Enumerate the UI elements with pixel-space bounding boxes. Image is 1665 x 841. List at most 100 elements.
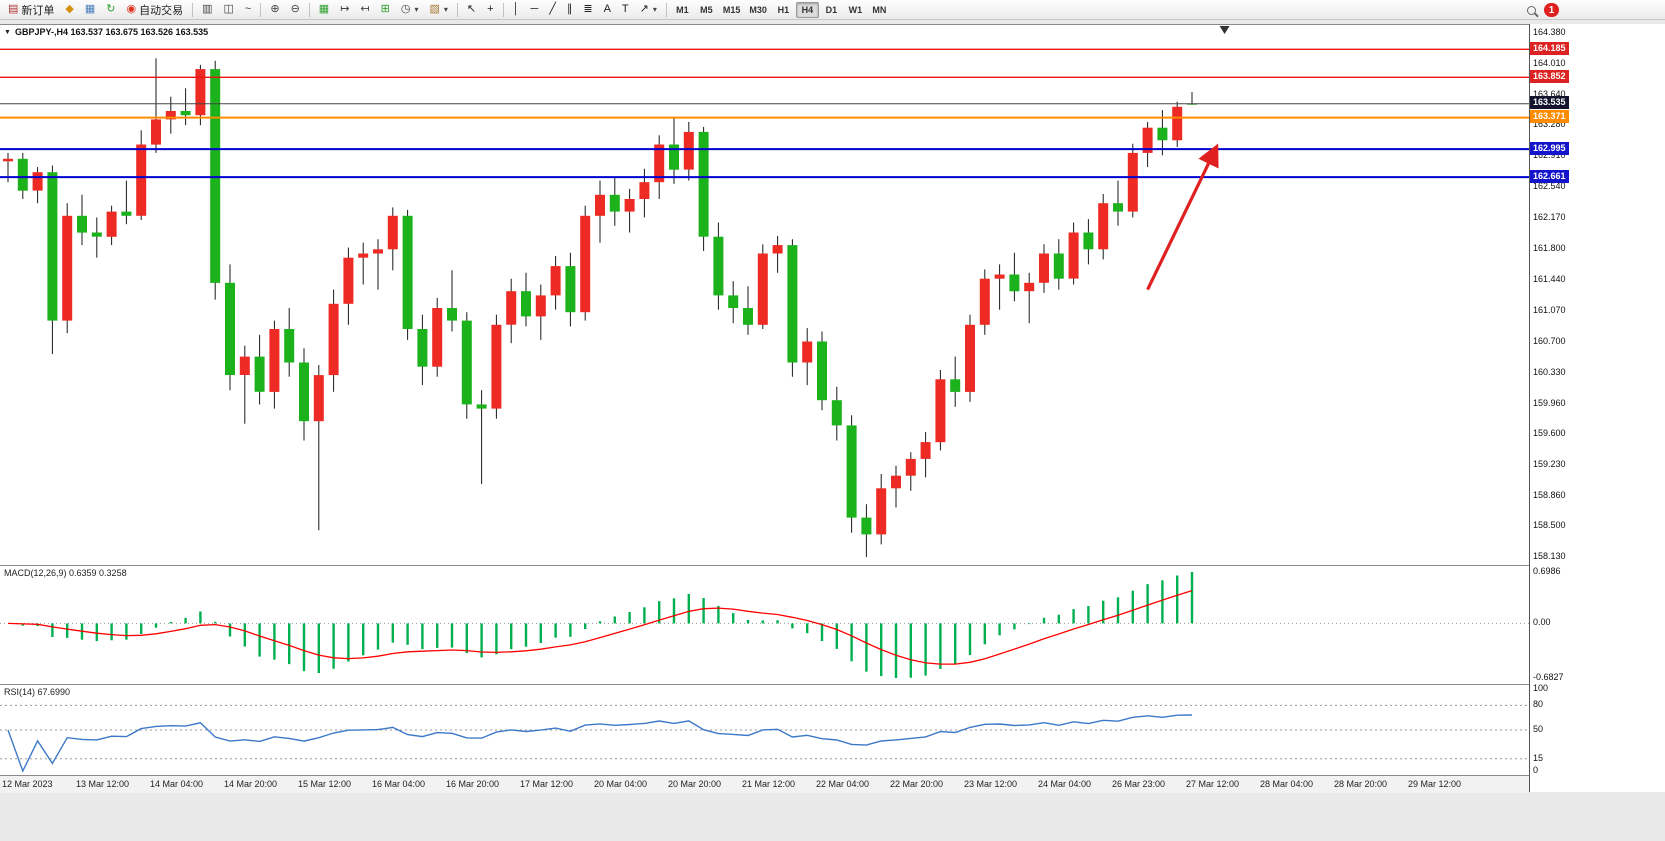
time-axis-label: 20 Mar 20:00 xyxy=(668,779,722,789)
candle xyxy=(743,308,753,325)
toolbar-button-cursor[interactable]: ↖ xyxy=(462,1,481,19)
candlestick-chart-icon: ◫ xyxy=(223,3,234,15)
toolbar-button-fibonacci[interactable]: ≣ xyxy=(578,1,597,19)
toolbar-button-zoom-out[interactable]: ⊖ xyxy=(286,1,305,19)
toolbar-timeframe-M5[interactable]: M5 xyxy=(700,4,713,15)
toolbar-button-chart-shift[interactable]: ↤ xyxy=(355,1,374,19)
toolbar-button-trendline[interactable]: ╱ xyxy=(544,1,561,19)
toolbar-button-zoom-in[interactable]: ⊕ xyxy=(265,1,284,19)
rsi-tick-label: 15 xyxy=(1533,752,1544,763)
candle xyxy=(17,158,28,191)
toolbar-timeframe-MN[interactable]: MN xyxy=(872,4,887,15)
time-axis-label: 23 Mar 12:00 xyxy=(964,779,1018,789)
time-axis-label: 22 Mar 04:00 xyxy=(816,779,870,789)
toolbar-button-horizontal-line[interactable]: ─ xyxy=(525,1,543,19)
toolbar-separator xyxy=(260,2,262,17)
dropdown-caret-icon: ▾ xyxy=(652,5,657,14)
toolbar-button-data-window[interactable]: ▦ xyxy=(80,1,100,19)
candle xyxy=(447,308,457,321)
toolbar-button-equidistant-channel[interactable]: ∥ xyxy=(562,1,578,19)
candle xyxy=(965,324,975,392)
toolbar-button-new-order[interactable]: ▤ 新订单 xyxy=(3,1,59,19)
candle xyxy=(1113,203,1123,212)
cursor-icon: ↖ xyxy=(466,3,477,15)
toolbar-timeframe-M15[interactable]: M15 xyxy=(722,4,741,15)
candle xyxy=(565,266,576,313)
fibonacci-icon: ≣ xyxy=(583,3,593,15)
toolbar-button-line-chart[interactable]: ~ xyxy=(240,1,256,19)
candle xyxy=(165,111,176,120)
chart-window: ▼ GBPJPY-,H4 163.537 163.675 163.526 163… xyxy=(0,24,1665,793)
candle xyxy=(817,341,827,401)
toolbar-timeframe-D1[interactable]: D1 xyxy=(825,4,838,15)
candle xyxy=(669,144,679,170)
candle xyxy=(1024,282,1035,292)
templates-icon: ▧ xyxy=(429,3,440,15)
toolbar-button-text[interactable]: A xyxy=(599,1,616,19)
price-tick-label: 160.700 xyxy=(1533,335,1566,346)
toolbar-button-vertical-line[interactable]: │ xyxy=(508,1,525,19)
toolbar-timeframe-W1[interactable]: W1 xyxy=(848,4,863,15)
navigator-icon: ↻ xyxy=(106,3,116,15)
price-scale[interactable]: 164.380 164.010 163.640 163.280 162.910 162.5… xyxy=(1529,24,1665,792)
candle xyxy=(905,458,916,476)
candle xyxy=(225,282,235,375)
toolbar-button-market-watch[interactable]: ◆ xyxy=(60,1,78,19)
candle xyxy=(195,69,206,116)
toolbar-button-auto-trading[interactable]: ◉ 自动交易 xyxy=(122,1,189,19)
candle xyxy=(639,182,650,199)
toolbar-button-arrows-tool[interactable]: ↗ ▾ xyxy=(635,1,662,19)
time-axis-label: 28 Mar 04:00 xyxy=(1260,779,1314,789)
toolbar-button-candlestick-chart[interactable]: ◫ xyxy=(219,1,239,19)
toolbar-button-bar-chart[interactable]: ▥ xyxy=(197,1,217,19)
candle xyxy=(121,211,132,216)
rsi-canvas[interactable] xyxy=(0,685,1529,775)
price-tick-label: 158.130 xyxy=(1533,551,1566,561)
candle xyxy=(269,329,280,392)
macd-signal-line xyxy=(7,589,1193,665)
candle xyxy=(891,475,901,489)
toolbar-button-text-label[interactable]: T xyxy=(617,1,634,19)
toolbar-button-periods[interactable]: ◷ ▾ xyxy=(396,1,424,19)
zoom-in-icon: ⊕ xyxy=(270,3,280,15)
main-chart-panel[interactable]: ▼ GBPJPY-,H4 163.537 163.675 163.526 163… xyxy=(0,25,1529,566)
price-tick-label: 164.010 xyxy=(1533,58,1566,68)
time-axis-label: 16 Mar 20:00 xyxy=(446,779,500,789)
chart-symbol-header: ▼ GBPJPY-,H4 163.537 163.675 163.526 163… xyxy=(4,27,208,37)
current-price-badge: 163.535 xyxy=(1530,96,1569,110)
toolbar-timeframe-M1[interactable]: M1 xyxy=(676,4,689,15)
toolbar-button-templates[interactable]: ▧ ▾ xyxy=(424,1,452,19)
rsi-header: RSI(14) 67.6990 xyxy=(4,687,71,697)
time-axis[interactable]: 12 Mar 2023 13 Mar 12:00 14 Mar 04:00 14 Ma… xyxy=(0,776,1529,793)
notification-badge[interactable]: 1 xyxy=(1544,3,1559,17)
price-tick-label: 159.600 xyxy=(1533,427,1566,438)
price-tick-label: 161.070 xyxy=(1533,304,1566,315)
toolbar-right: 1 xyxy=(1527,0,1559,20)
toolbar-button-tile-windows[interactable]: ▦ xyxy=(314,1,334,19)
one-click-trading-toggle-icon[interactable]: ▼ xyxy=(4,28,11,36)
toolbar-timeframe-H1[interactable]: H1 xyxy=(777,4,790,15)
chart-shift-marker-icon xyxy=(1219,26,1230,34)
toolbar-timeframe-M30[interactable]: M30 xyxy=(749,4,767,15)
time-axis-label: 26 Mar 23:00 xyxy=(1112,779,1166,789)
candle xyxy=(3,158,13,162)
toolbar-button-navigator[interactable]: ↻ xyxy=(101,1,120,19)
crosshair-icon: + xyxy=(487,3,494,15)
main-chart-canvas[interactable] xyxy=(0,25,1529,565)
candle xyxy=(77,215,87,233)
macd-canvas[interactable] xyxy=(0,566,1529,684)
toolbar-timeframe-H4[interactable]: H4 xyxy=(795,1,819,18)
candle xyxy=(787,245,798,363)
arrows-tool-icon: ↗ xyxy=(639,3,649,15)
toolbar-button-indicators-list[interactable]: ⊞ xyxy=(376,1,395,19)
macd-tick-label: 0.6986 xyxy=(1533,566,1561,576)
macd-panel[interactable]: MACD(12,26,9) 0.6359 0.3258 xyxy=(0,566,1529,685)
time-axis-label: 14 Mar 20:00 xyxy=(224,779,278,789)
candle xyxy=(920,442,931,459)
candle xyxy=(831,400,842,426)
rsi-panel[interactable]: RSI(14) 67.6990 xyxy=(0,685,1529,776)
search-icon[interactable] xyxy=(1527,5,1536,15)
toolbar-button-auto-scroll[interactable]: ↦ xyxy=(335,1,354,19)
toolbar-button-crosshair[interactable]: + xyxy=(482,1,498,19)
candle xyxy=(180,111,191,116)
